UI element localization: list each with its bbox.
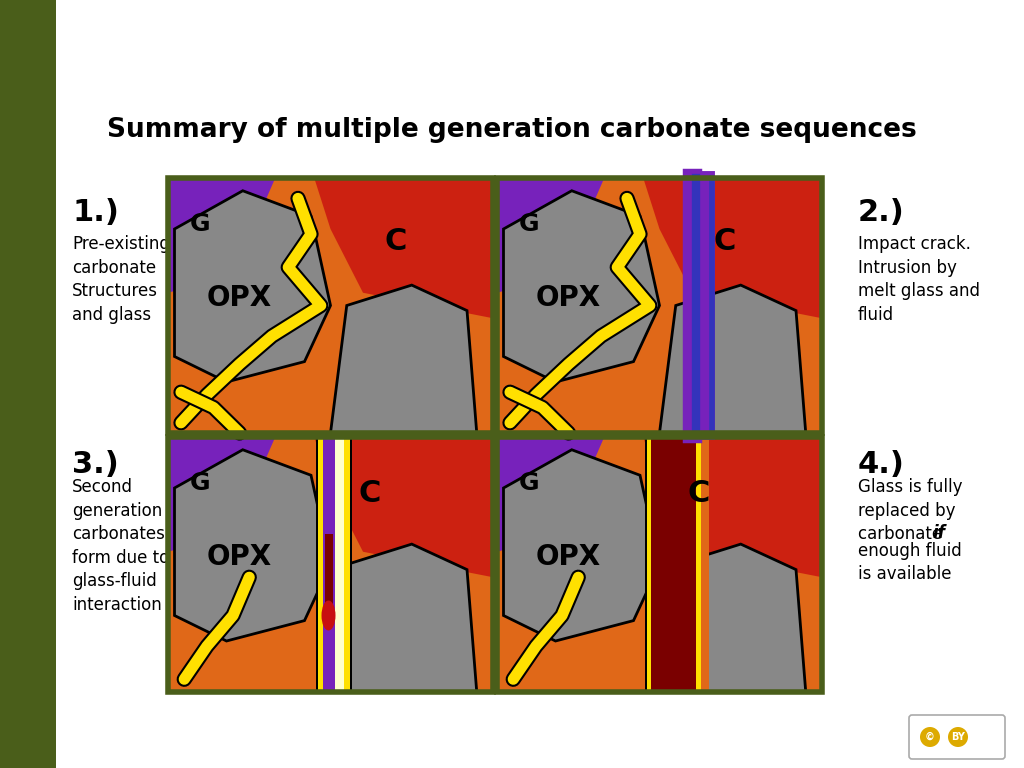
Bar xyxy=(650,437,696,692)
Text: 1.): 1.) xyxy=(72,198,119,227)
Bar xyxy=(168,178,493,433)
Bar xyxy=(325,534,333,615)
Bar xyxy=(673,437,679,692)
Bar xyxy=(317,437,324,692)
Polygon shape xyxy=(643,437,822,578)
Text: Summary of multiple generation carbonate sequences: Summary of multiple generation carbonate… xyxy=(108,117,916,143)
Bar xyxy=(317,437,350,692)
Bar xyxy=(344,437,350,692)
Bar xyxy=(168,178,493,433)
Text: 2.): 2.) xyxy=(858,198,905,227)
Polygon shape xyxy=(174,190,331,382)
Bar xyxy=(497,437,822,692)
Polygon shape xyxy=(314,437,493,578)
Text: C: C xyxy=(687,478,710,508)
Polygon shape xyxy=(643,178,822,318)
Text: enough fluid
is available: enough fluid is available xyxy=(858,542,962,584)
Polygon shape xyxy=(331,285,477,433)
Text: G: G xyxy=(190,471,211,495)
Text: 3.): 3.) xyxy=(72,450,119,479)
Text: OPX: OPX xyxy=(536,284,601,312)
Text: Glass is fully
replaced by
carbonate: Glass is fully replaced by carbonate xyxy=(858,478,963,543)
Circle shape xyxy=(920,727,940,747)
Bar xyxy=(315,437,352,692)
Bar xyxy=(646,437,679,692)
Text: G: G xyxy=(519,212,540,236)
Text: OPX: OPX xyxy=(536,543,601,571)
Polygon shape xyxy=(314,178,493,318)
Text: C: C xyxy=(714,227,735,257)
Text: BY: BY xyxy=(951,732,965,742)
Bar xyxy=(0,0,56,768)
Bar xyxy=(168,437,493,692)
Text: OPX: OPX xyxy=(207,284,272,312)
Text: 4.): 4.) xyxy=(858,450,905,479)
Bar xyxy=(646,437,652,692)
Ellipse shape xyxy=(322,601,336,631)
Text: Impact crack.
Intrusion by
melt glass and
fluid: Impact crack. Intrusion by melt glass an… xyxy=(858,235,980,324)
Circle shape xyxy=(948,727,968,747)
Polygon shape xyxy=(497,437,604,551)
Bar xyxy=(497,178,822,433)
Text: G: G xyxy=(519,471,540,495)
Bar xyxy=(701,437,709,692)
Polygon shape xyxy=(497,178,604,293)
Bar xyxy=(644,437,681,692)
Bar xyxy=(497,178,822,433)
Polygon shape xyxy=(174,450,331,641)
Polygon shape xyxy=(504,450,659,641)
Bar xyxy=(323,437,335,692)
Text: C: C xyxy=(384,227,407,257)
Polygon shape xyxy=(331,544,477,692)
Polygon shape xyxy=(168,437,275,551)
Text: ©: © xyxy=(925,732,935,742)
FancyBboxPatch shape xyxy=(909,715,1005,759)
Polygon shape xyxy=(504,190,659,382)
Polygon shape xyxy=(659,285,806,433)
Text: G: G xyxy=(190,212,211,236)
Bar xyxy=(497,437,822,692)
Bar xyxy=(696,437,701,692)
Text: C: C xyxy=(358,478,381,508)
Polygon shape xyxy=(659,544,806,692)
Text: if: if xyxy=(933,524,945,542)
Text: OPX: OPX xyxy=(207,543,272,571)
Polygon shape xyxy=(168,178,275,293)
Text: Second
generation
carbonates
form due to
glass-fluid
interaction: Second generation carbonates form due to… xyxy=(72,478,169,614)
Text: Pre-existing
carbonate
Structures
and glass: Pre-existing carbonate Structures and gl… xyxy=(72,235,170,324)
Bar xyxy=(168,437,493,692)
